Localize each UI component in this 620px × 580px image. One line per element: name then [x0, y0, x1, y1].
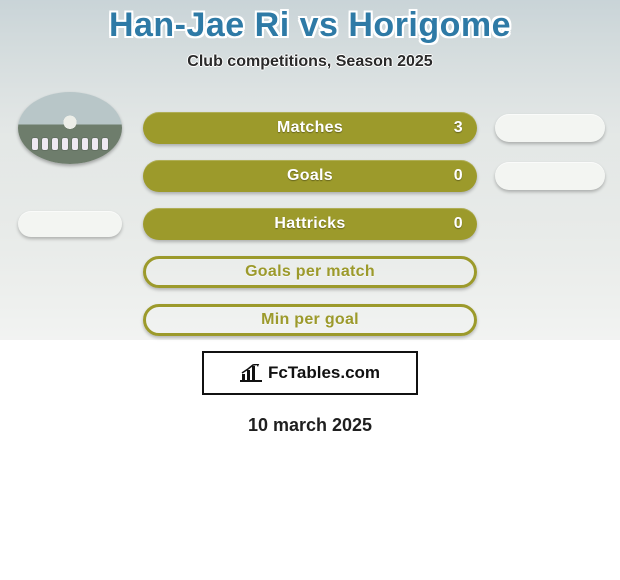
stat-label: Goals per match: [146, 263, 474, 281]
stat-row-goals: Goals 0: [0, 159, 620, 193]
left-decor: [15, 92, 125, 164]
stat-bar-goals-per-match: Goals per match: [143, 256, 477, 288]
stat-bar-min-per-goal: Min per goal: [143, 304, 477, 336]
stat-row-matches: Matches 3: [0, 111, 620, 145]
player-left-avatar: [18, 92, 122, 164]
brand-badge: FcTables.com: [202, 351, 418, 395]
stat-label: Hattricks: [143, 215, 477, 233]
stat-value: 0: [454, 215, 463, 233]
brand-text: FcTables.com: [268, 363, 380, 383]
stat-row-min-per-goal: Min per goal: [0, 303, 620, 337]
date-label: 10 march 2025: [0, 415, 620, 436]
stat-row-goals-per-match: Goals per match: [0, 255, 620, 289]
right-decor: [495, 162, 605, 190]
right-decor: [495, 114, 605, 142]
left-decor: [15, 211, 125, 237]
page-title: Han-Jae Ri vs Horigome: [0, 0, 620, 45]
player-right-pill: [495, 162, 605, 190]
stat-row-hattricks: Hattricks 0: [0, 207, 620, 241]
stat-bar-matches: Matches 3: [143, 112, 477, 144]
player-right-pill: [495, 114, 605, 142]
player-left-pill: [18, 211, 122, 237]
stat-value: 3: [454, 119, 463, 137]
stat-value: 0: [454, 167, 463, 185]
stat-label: Goals: [143, 167, 477, 185]
subtitle: Club competitions, Season 2025: [0, 53, 620, 71]
stat-bar-hattricks: Hattricks 0: [143, 208, 477, 240]
comparison-grid: Matches 3 Goals 0 Hattricks: [0, 111, 620, 337]
bar-chart-icon: [240, 364, 262, 382]
stat-label: Min per goal: [146, 311, 474, 329]
infographic: Han-Jae Ri vs Horigome Club competitions…: [0, 0, 620, 436]
stat-bar-goals: Goals 0: [143, 160, 477, 192]
stat-label: Matches: [143, 119, 477, 137]
